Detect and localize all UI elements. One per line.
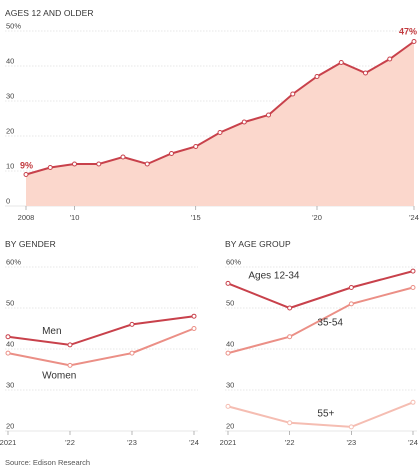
data-point — [363, 70, 368, 76]
top-first-label: 9% — [20, 161, 33, 171]
y-tick-label: 60% — [226, 258, 241, 267]
data-point — [225, 403, 231, 409]
age-lines: Ages 12-34 35-54 55+ — [225, 268, 416, 430]
x-tick-label: 2021 — [220, 438, 237, 447]
data-point — [129, 321, 135, 327]
data-point — [241, 119, 247, 125]
x-tick-label: '23 — [346, 438, 356, 447]
series-label: Women — [42, 371, 76, 382]
data-point — [191, 326, 197, 331]
source-note: Source: Edison Research — [5, 458, 90, 467]
data-point — [410, 399, 416, 405]
data-point — [387, 56, 393, 62]
x-tick-label: '22 — [65, 438, 75, 447]
y-tick-label: 30 — [6, 92, 14, 101]
data-point — [129, 350, 135, 356]
age-x-ticks: 2021 '22 '23 '24 — [220, 431, 418, 447]
x-tick-label: '23 — [127, 438, 137, 447]
y-tick-label: 50 — [6, 299, 14, 308]
data-point — [225, 280, 231, 286]
data-point — [72, 161, 77, 167]
gender-lines: Men Women — [5, 313, 197, 382]
data-point — [411, 39, 417, 44]
data-point — [348, 285, 354, 290]
gender-grid: 20 30 40 50 60% — [5, 258, 198, 432]
data-point — [96, 161, 102, 167]
data-point — [287, 420, 293, 426]
data-point — [23, 172, 29, 177]
y-tick-label: 20 — [226, 422, 234, 431]
x-tick-label: '20 — [312, 213, 322, 222]
age-chart-title: BY AGE GROUP — [225, 239, 291, 249]
data-point — [193, 144, 199, 149]
top-points — [23, 39, 417, 177]
data-point — [338, 60, 344, 65]
series-line — [227, 270, 414, 310]
y-tick-label: 30 — [6, 381, 14, 390]
y-tick-label: 10 — [6, 162, 14, 171]
age-chart: BY AGE GROUP 20 30 40 50 60% Ages 12-34 35-54… — [220, 239, 418, 447]
y-tick-label: 30 — [226, 381, 234, 390]
data-point — [144, 161, 150, 167]
data-point — [191, 313, 197, 319]
y-tick-label: 40 — [226, 340, 234, 349]
data-point — [225, 350, 231, 356]
data-point — [410, 268, 416, 274]
data-point — [67, 342, 73, 348]
series-label: Ages 12-34 — [248, 270, 300, 281]
top-chart: AGES 12 AND OLDER 0 10 20 30 40 50% 2008 '10 '1… — [5, 8, 419, 222]
top-x-ticks: 2008 '10 '15 '20 '24 — [18, 206, 419, 222]
data-point — [169, 151, 174, 156]
data-point — [348, 424, 354, 430]
x-tick-label: '22 — [285, 438, 295, 447]
y-tick-label: 40 — [6, 57, 14, 66]
series-line — [227, 401, 414, 428]
gender-chart-title: BY GENDER — [5, 239, 56, 249]
y-tick-label: 0 — [6, 197, 10, 206]
x-tick-label: '24 — [409, 213, 419, 222]
y-tick-label: 40 — [6, 340, 14, 349]
data-point — [217, 130, 223, 135]
y-tick-label: 50 — [226, 299, 234, 308]
data-point — [410, 285, 416, 290]
series-label: 55+ — [317, 409, 334, 420]
series-label: 35-54 — [317, 318, 343, 329]
data-point — [290, 91, 296, 97]
data-point — [266, 112, 271, 118]
data-point — [287, 305, 293, 311]
gender-x-ticks: 2021 '22 '23 '24 — [0, 431, 199, 447]
x-tick-label: '24 — [408, 438, 418, 447]
gender-chart: BY GENDER 20 30 40 50 60% Men Women 2021 '22 '2… — [0, 239, 199, 447]
y-tick-label: 20 — [6, 422, 14, 431]
top-chart-title: AGES 12 AND OLDER — [5, 8, 94, 18]
data-point — [348, 301, 354, 307]
series-line — [7, 315, 195, 346]
x-tick-label: '10 — [70, 213, 80, 222]
x-tick-label: '15 — [191, 213, 201, 222]
top-area — [26, 41, 414, 206]
series-label: Men — [42, 326, 61, 337]
y-tick-label: 60% — [6, 258, 21, 267]
series-line — [227, 286, 414, 355]
data-point — [5, 334, 11, 340]
x-tick-label: '24 — [189, 438, 199, 447]
y-tick-label: 50% — [6, 22, 21, 31]
data-point — [314, 74, 320, 79]
age-grid: 20 30 40 50 60% — [225, 258, 417, 432]
x-tick-label: 2021 — [0, 438, 16, 447]
x-tick-label: 2008 — [18, 213, 35, 222]
top-last-label: 47% — [399, 27, 417, 37]
series-line — [7, 327, 195, 367]
data-point — [47, 165, 53, 170]
data-point — [287, 334, 293, 340]
data-point — [120, 154, 126, 160]
data-point — [67, 362, 73, 368]
data-point — [5, 350, 11, 356]
y-tick-label: 20 — [6, 127, 14, 136]
